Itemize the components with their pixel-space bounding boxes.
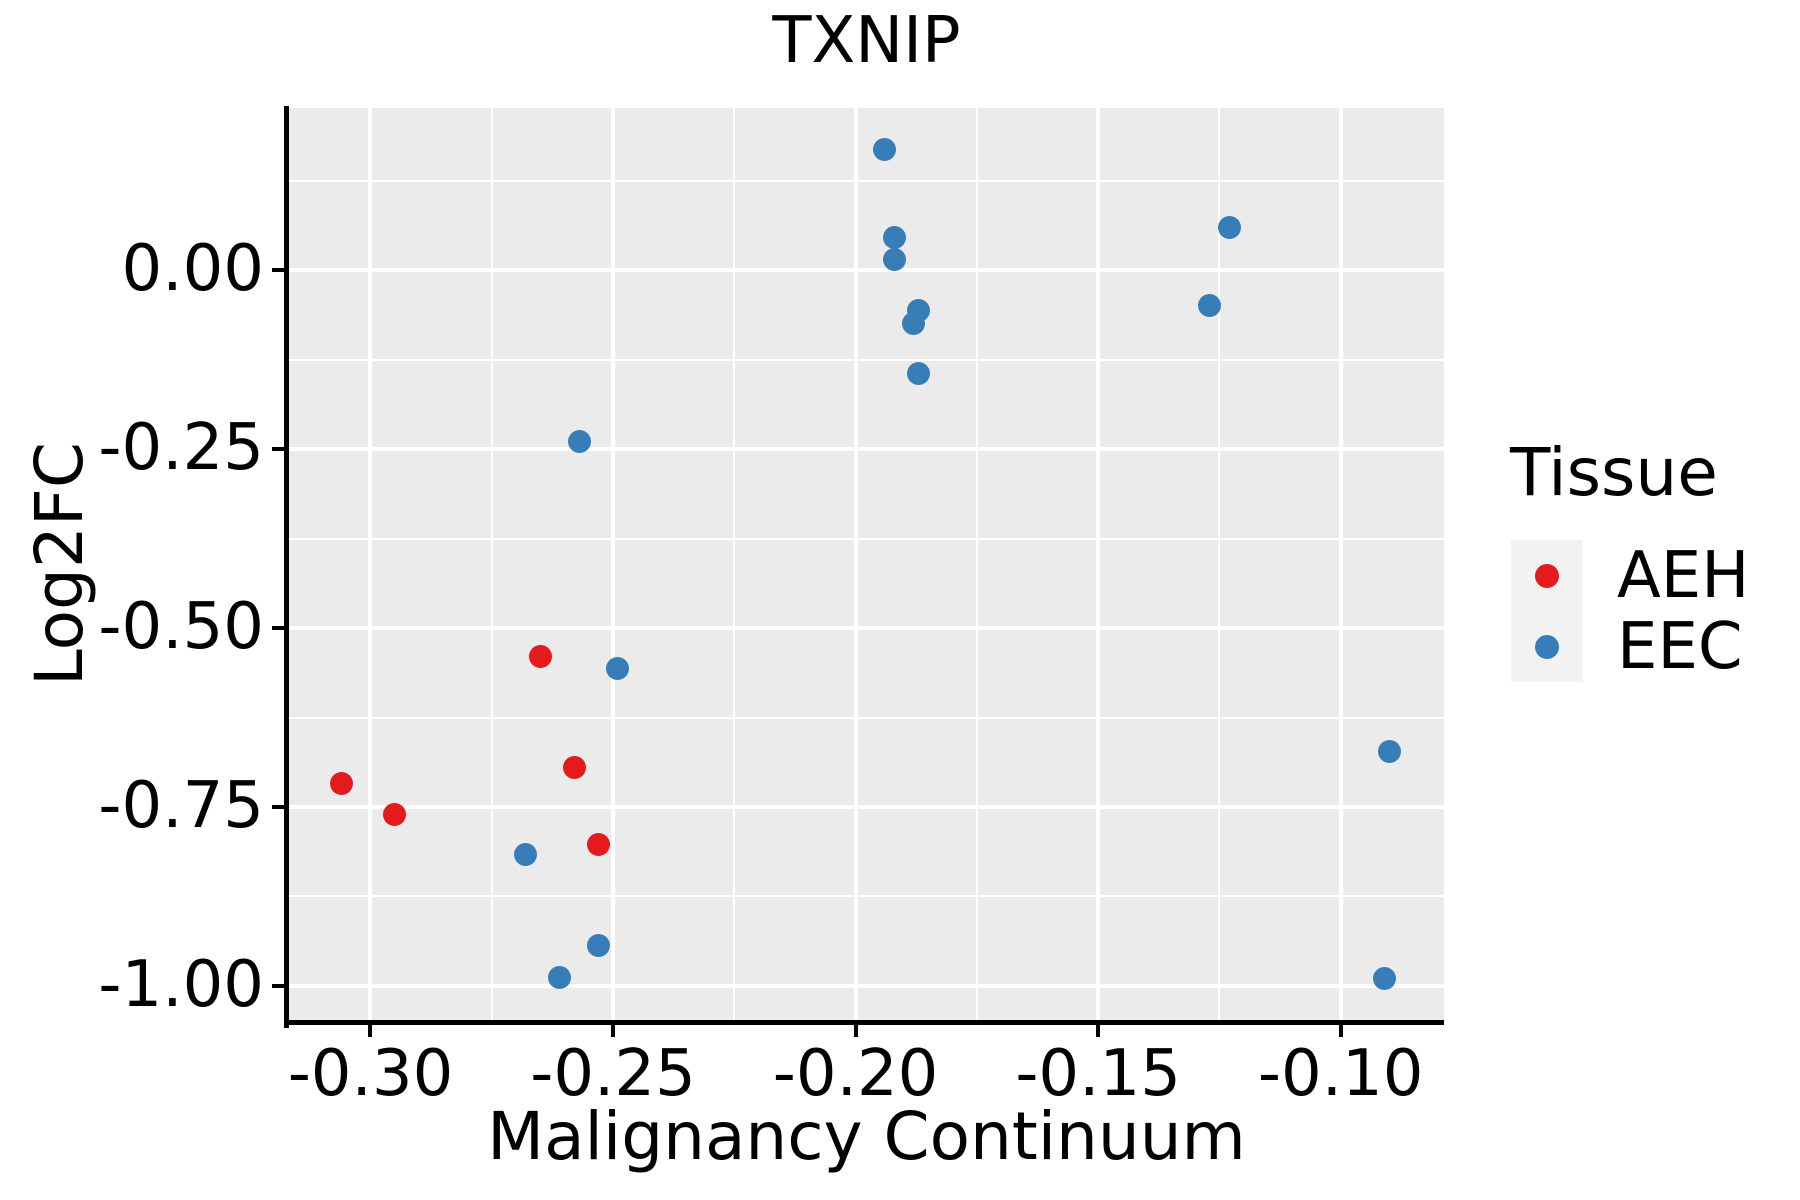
- x-minor-gridline: [733, 108, 736, 1020]
- x-major-gridline: [368, 108, 373, 1020]
- y-tick-label: -0.75: [98, 768, 264, 843]
- x-tick-mark: [1096, 1025, 1101, 1037]
- x-axis-title: Malignancy Continuum: [487, 1098, 1246, 1175]
- data-point-eec: [548, 965, 572, 989]
- y-tick-label: -1.00: [98, 947, 264, 1022]
- plot-title: TXNIP: [772, 4, 961, 78]
- data-point-aeh: [562, 756, 586, 780]
- x-tick-label: -0.25: [530, 1037, 696, 1111]
- data-point-eec: [586, 933, 610, 957]
- data-point-eec: [567, 430, 591, 454]
- data-point-eec: [1217, 215, 1241, 239]
- y-minor-gridline: [289, 179, 1444, 182]
- plot-panel: [289, 108, 1444, 1020]
- data-point-eec: [1377, 739, 1401, 763]
- data-point-eec: [873, 137, 897, 161]
- y-tick-mark: [272, 626, 284, 630]
- data-point-eec: [907, 361, 931, 385]
- data-point-eec: [902, 312, 926, 336]
- y-tick-mark: [272, 983, 284, 988]
- data-point-aeh: [586, 832, 610, 856]
- x-axis-line: [284, 1020, 1444, 1025]
- data-point-aeh: [383, 802, 407, 826]
- y-major-gridline: [289, 447, 1444, 451]
- x-minor-gridline: [975, 108, 978, 1020]
- x-tick-label: -0.10: [1257, 1037, 1424, 1111]
- data-point-aeh: [528, 645, 552, 669]
- x-tick-mark: [368, 1025, 373, 1037]
- legend-label-eec: EEC: [1617, 609, 1743, 684]
- legend-dot-aeh: [1535, 563, 1559, 588]
- y-major-gridline: [289, 626, 1444, 630]
- x-tick-label: -0.15: [1015, 1037, 1181, 1111]
- legend-title: Tissue: [1510, 434, 1718, 511]
- y-tick-mark: [272, 804, 284, 809]
- x-major-gridline: [853, 108, 858, 1020]
- x-tick-mark: [611, 1025, 616, 1037]
- y-major-gridline: [289, 804, 1444, 809]
- x-minor-gridline: [490, 108, 493, 1020]
- y-axis-line: [284, 106, 289, 1028]
- data-point-eec: [882, 247, 906, 271]
- x-tick-label: -0.20: [772, 1037, 939, 1111]
- x-tick-mark: [1338, 1025, 1343, 1037]
- legend-label-aeh: AEH: [1617, 538, 1750, 613]
- y-tick-label: -0.50: [98, 590, 264, 664]
- x-tick-label: -0.30: [287, 1037, 454, 1111]
- x-minor-gridline: [1218, 108, 1221, 1020]
- data-point-eec: [514, 843, 538, 867]
- data-point-eec: [1372, 967, 1396, 991]
- x-tick-mark: [853, 1025, 858, 1037]
- x-major-gridline: [1338, 108, 1343, 1020]
- y-tick-label: -0.25: [98, 411, 264, 485]
- data-point-eec: [606, 656, 630, 680]
- data-point-aeh: [329, 771, 353, 795]
- y-minor-gridline: [289, 537, 1444, 540]
- legend-dot-eec: [1535, 634, 1559, 659]
- data-point-eec: [882, 225, 906, 249]
- y-minor-gridline: [289, 716, 1444, 719]
- y-major-gridline: [289, 268, 1444, 273]
- y-tick-mark: [272, 268, 284, 273]
- x-major-gridline: [611, 108, 616, 1020]
- x-major-gridline: [1096, 108, 1101, 1020]
- y-tick-label: 0.00: [121, 232, 265, 307]
- y-minor-gridline: [289, 895, 1444, 898]
- y-tick-mark: [272, 447, 284, 451]
- y-major-gridline: [289, 983, 1444, 988]
- y-minor-gridline: [289, 358, 1444, 361]
- data-point-eec: [1198, 294, 1222, 318]
